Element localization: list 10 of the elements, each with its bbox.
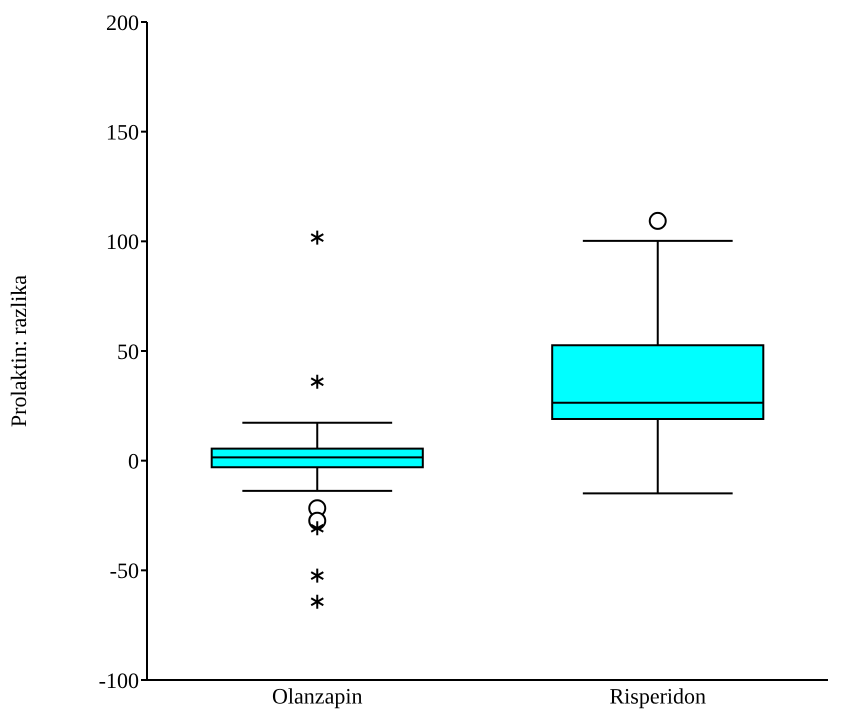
y-tick-label: 150	[106, 119, 139, 144]
x-tick-label: Olanzapin	[272, 684, 362, 709]
y-tick-label: -100	[98, 668, 139, 693]
y-tick-label: -50	[110, 558, 139, 584]
y-tick-label: 200	[106, 10, 139, 35]
x-tick-label: Risperidon	[609, 684, 706, 709]
y-axis-title: Prolaktin: razlika	[6, 274, 31, 428]
y-tick-label: 0	[128, 448, 139, 474]
y-tick-label: 100	[106, 229, 139, 254]
y-tick-label: 50	[117, 338, 139, 364]
